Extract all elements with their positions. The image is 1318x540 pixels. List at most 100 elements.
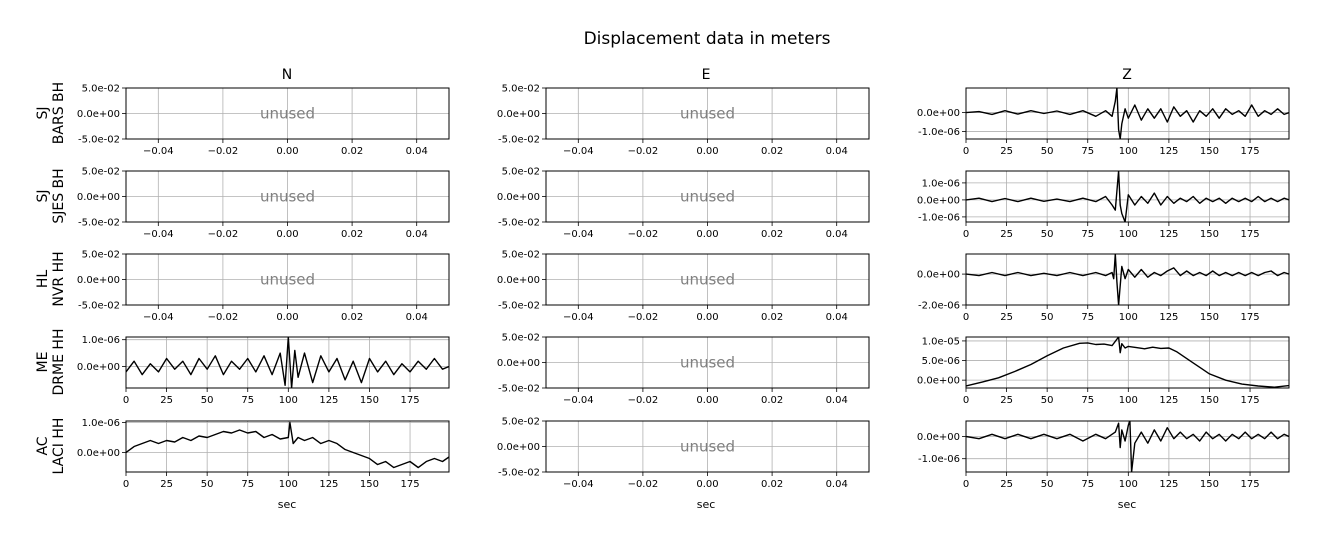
unused-annotation: unused: [260, 105, 315, 123]
x-tick-label: 125: [1159, 395, 1178, 406]
row-label-drme: ME DRME HH: [35, 329, 67, 396]
y-tick-label: -5.0e-02: [498, 384, 540, 395]
y-tick-label: 0.0e+00: [497, 358, 540, 369]
x-tick-label: 0.04: [826, 146, 848, 157]
x-tick-label: 100: [1119, 395, 1138, 406]
x-tick-label: 175: [1240, 146, 1259, 157]
row-label-station: LACI HH: [51, 418, 67, 475]
x-tick-label: 125: [1159, 229, 1178, 240]
trace-line: [966, 88, 1289, 139]
axes-frame: [545, 170, 870, 223]
x-tick-label: −0.04: [143, 312, 174, 323]
x-tick-label: 175: [1240, 312, 1259, 323]
x-tick-label: −0.02: [628, 479, 659, 490]
x-tick-label: 175: [1240, 395, 1259, 406]
trace-line: [966, 254, 1289, 305]
trace-line: [966, 171, 1289, 222]
x-tick-label: 175: [400, 395, 419, 406]
y-tick-label: -5.0e-02: [498, 301, 540, 312]
x-tick-label: 75: [1081, 146, 1094, 157]
x-tick-label: 50: [1041, 146, 1054, 157]
x-tick-label: −0.04: [563, 395, 594, 406]
unused-annotation: unused: [260, 271, 315, 289]
axes-frame: [965, 170, 1290, 223]
x-tick-label: 150: [360, 479, 379, 490]
x-tick-label: 75: [1081, 229, 1094, 240]
x-tick-label: 125: [1159, 312, 1178, 323]
subplot-r4-z: 0 25 50 75 100 125 150 175 -1.0e-06 0.0e+00: [917, 420, 1290, 490]
y-tick-label: 5.0e-02: [82, 167, 120, 178]
x-tick-label: 0: [963, 312, 969, 323]
axes-frame: [965, 253, 1290, 306]
subplot-r3-e: −0.04 −0.02 0.00 0.02 0.04 -5.0e-02 0.0e+00 5.0…: [497, 333, 870, 406]
axes-frame: [965, 87, 1290, 140]
y-tick-label: 0.0e+00: [917, 108, 960, 119]
axes-frame: [545, 420, 870, 473]
x-tick-label: 0.00: [696, 229, 718, 240]
y-tick-label: -5.0e-02: [498, 468, 540, 479]
subplot-r4-n: 0 25 50 75 100 125 150 175 0.0e+00 1.0e-06: [77, 418, 450, 490]
x-tick-label: 0.04: [826, 312, 848, 323]
x-tick-label: −0.02: [628, 395, 659, 406]
y-tick-label: -5.0e-02: [498, 218, 540, 229]
x-tick-label: 0: [963, 229, 969, 240]
unused-annotation: unused: [680, 271, 735, 289]
axes-frame: [125, 253, 450, 306]
y-tick-label: 5.0e-02: [82, 84, 120, 95]
x-tick-label: 75: [241, 479, 254, 490]
subplot-r3-n: 0 25 50 75 100 125 150 175 0.0e+00 1.0e-06: [77, 335, 450, 406]
axes-frame: [545, 87, 870, 140]
x-tick-label: 100: [279, 479, 298, 490]
x-tick-label: 0.04: [826, 395, 848, 406]
x-tick-label: 175: [1240, 479, 1259, 490]
x-tick-label: 0: [963, 395, 969, 406]
x-tick-label: −0.04: [563, 229, 594, 240]
trace-line: [126, 421, 449, 469]
row-label-network: AC: [35, 436, 51, 455]
row-label-sjes: SJ SJES BH: [35, 168, 67, 223]
unused-annotation: unused: [260, 188, 315, 206]
x-tick-label: 50: [1041, 312, 1054, 323]
y-tick-label: -5.0e-02: [78, 218, 120, 229]
y-tick-label: 0.0e+00: [497, 275, 540, 286]
x-tick-label: −0.02: [628, 146, 659, 157]
x-tick-label: 150: [1200, 479, 1219, 490]
subplot-r0-z: 0 25 50 75 100 125 150 175 -1.0e-06 0.0e+00: [917, 87, 1290, 157]
subplot-r4-e: −0.04 −0.02 0.00 0.02 0.04 -5.0e-02 0.0e+00 5.0…: [497, 417, 870, 490]
x-tick-label: 25: [1000, 479, 1013, 490]
y-tick-label: 0.0e+00: [917, 432, 960, 443]
axes-frame: [545, 253, 870, 306]
x-tick-label: 125: [1159, 479, 1178, 490]
subplot-r2-z: 0 25 50 75 100 125 150 175 -2.0e-06 0.0e+00: [917, 253, 1290, 323]
x-tick-label: 100: [1119, 479, 1138, 490]
y-tick-label: 0.0e+00: [917, 195, 960, 206]
axes-frame: [965, 420, 1290, 473]
x-tick-label: 0.02: [761, 146, 783, 157]
x-tick-label: 0.02: [761, 229, 783, 240]
subplot-r2-e: −0.04 −0.02 0.00 0.02 0.04 -5.0e-02 0.0e+00 5.0…: [497, 250, 870, 323]
x-tick-label: 0.02: [341, 229, 363, 240]
x-tick-label: 0.04: [406, 312, 428, 323]
y-tick-label: 0.0e+00: [77, 109, 120, 120]
y-tick-label: -5.0e-02: [78, 301, 120, 312]
trace-line: [966, 337, 1289, 388]
x-tick-label: 150: [360, 395, 379, 406]
subplot-r1-n: −0.04 −0.02 0.00 0.02 0.04 -5.0e-02 0.0e+00 5.0…: [77, 167, 450, 240]
y-tick-label: 1.0e-06: [82, 418, 120, 429]
axes-frame: [125, 336, 450, 389]
x-tick-label: 75: [1081, 312, 1094, 323]
unused-annotation: unused: [680, 105, 735, 123]
subplot-r0-n: −0.04 −0.02 0.00 0.02 0.04 -5.0e-02 0.0e+00 5.0…: [77, 84, 450, 157]
subplot-r1-e: −0.04 −0.02 0.00 0.02 0.04 -5.0e-02 0.0e+00 5.0…: [497, 167, 870, 240]
y-tick-label: 1.0e-06: [82, 335, 120, 346]
x-tick-label: 0.04: [406, 146, 428, 157]
x-tick-label: 0.02: [761, 312, 783, 323]
x-axis-label-z: sec: [1118, 498, 1137, 511]
y-tick-label: 5.0e-02: [82, 250, 120, 261]
x-tick-label: 50: [1041, 395, 1054, 406]
x-tick-label: 25: [160, 479, 173, 490]
row-label-station: DRME HH: [51, 329, 67, 396]
x-tick-label: 100: [279, 395, 298, 406]
x-tick-label: −0.02: [208, 146, 239, 157]
